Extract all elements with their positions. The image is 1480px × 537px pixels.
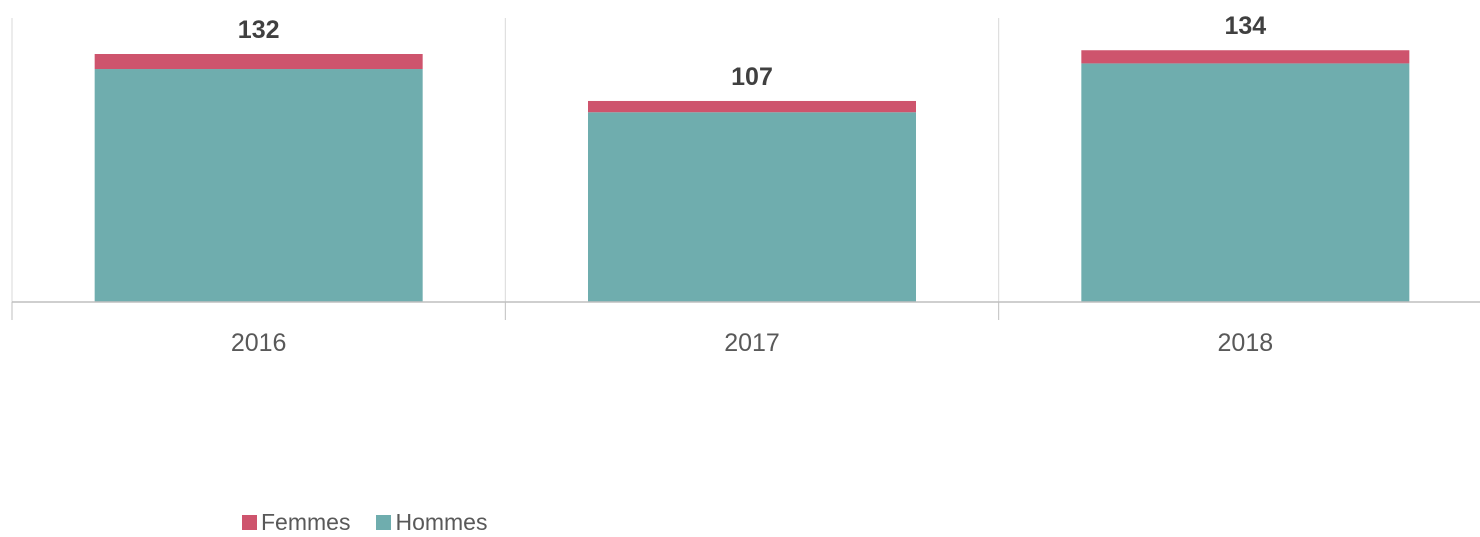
bar-hommes-2017: [588, 112, 916, 302]
legend: Femmes Hommes: [242, 509, 513, 536]
x-tick-label-2017: 2017: [724, 329, 780, 357]
x-tick-label-2016: 2016: [231, 329, 287, 357]
legend-swatch-femmes: [242, 515, 257, 530]
bar-hommes-2018: [1081, 63, 1410, 303]
legend-label-hommes: Hommes: [395, 509, 488, 535]
data-label-total-2016: 132: [238, 16, 280, 44]
x-tick-label-2018: 2018: [1218, 329, 1274, 357]
bar-femmes-2016: [94, 54, 423, 70]
bar-femmes-2017: [588, 100, 916, 113]
labels-layer: 132 2016 107 2017 134 2018: [231, 12, 1273, 357]
legend-item-hommes: Hommes: [376, 509, 487, 536]
stacked-bar-chart: 132 2016 107 2017 134 2018: [11, 12, 1480, 357]
legend-item-femmes: Femmes: [242, 509, 350, 536]
bars-layer: [94, 50, 1410, 303]
bar-femmes-2018: [1081, 50, 1410, 64]
legend-swatch-hommes: [376, 515, 392, 530]
bar-hommes-2016: [94, 69, 423, 302]
data-label-total-2018: 134: [1224, 12, 1266, 40]
legend-label-femmes: Femmes: [261, 509, 351, 535]
axis-layer: [11, 301, 1480, 320]
grid-layer: [11, 18, 1000, 302]
data-label-total-2017: 107: [731, 63, 773, 91]
